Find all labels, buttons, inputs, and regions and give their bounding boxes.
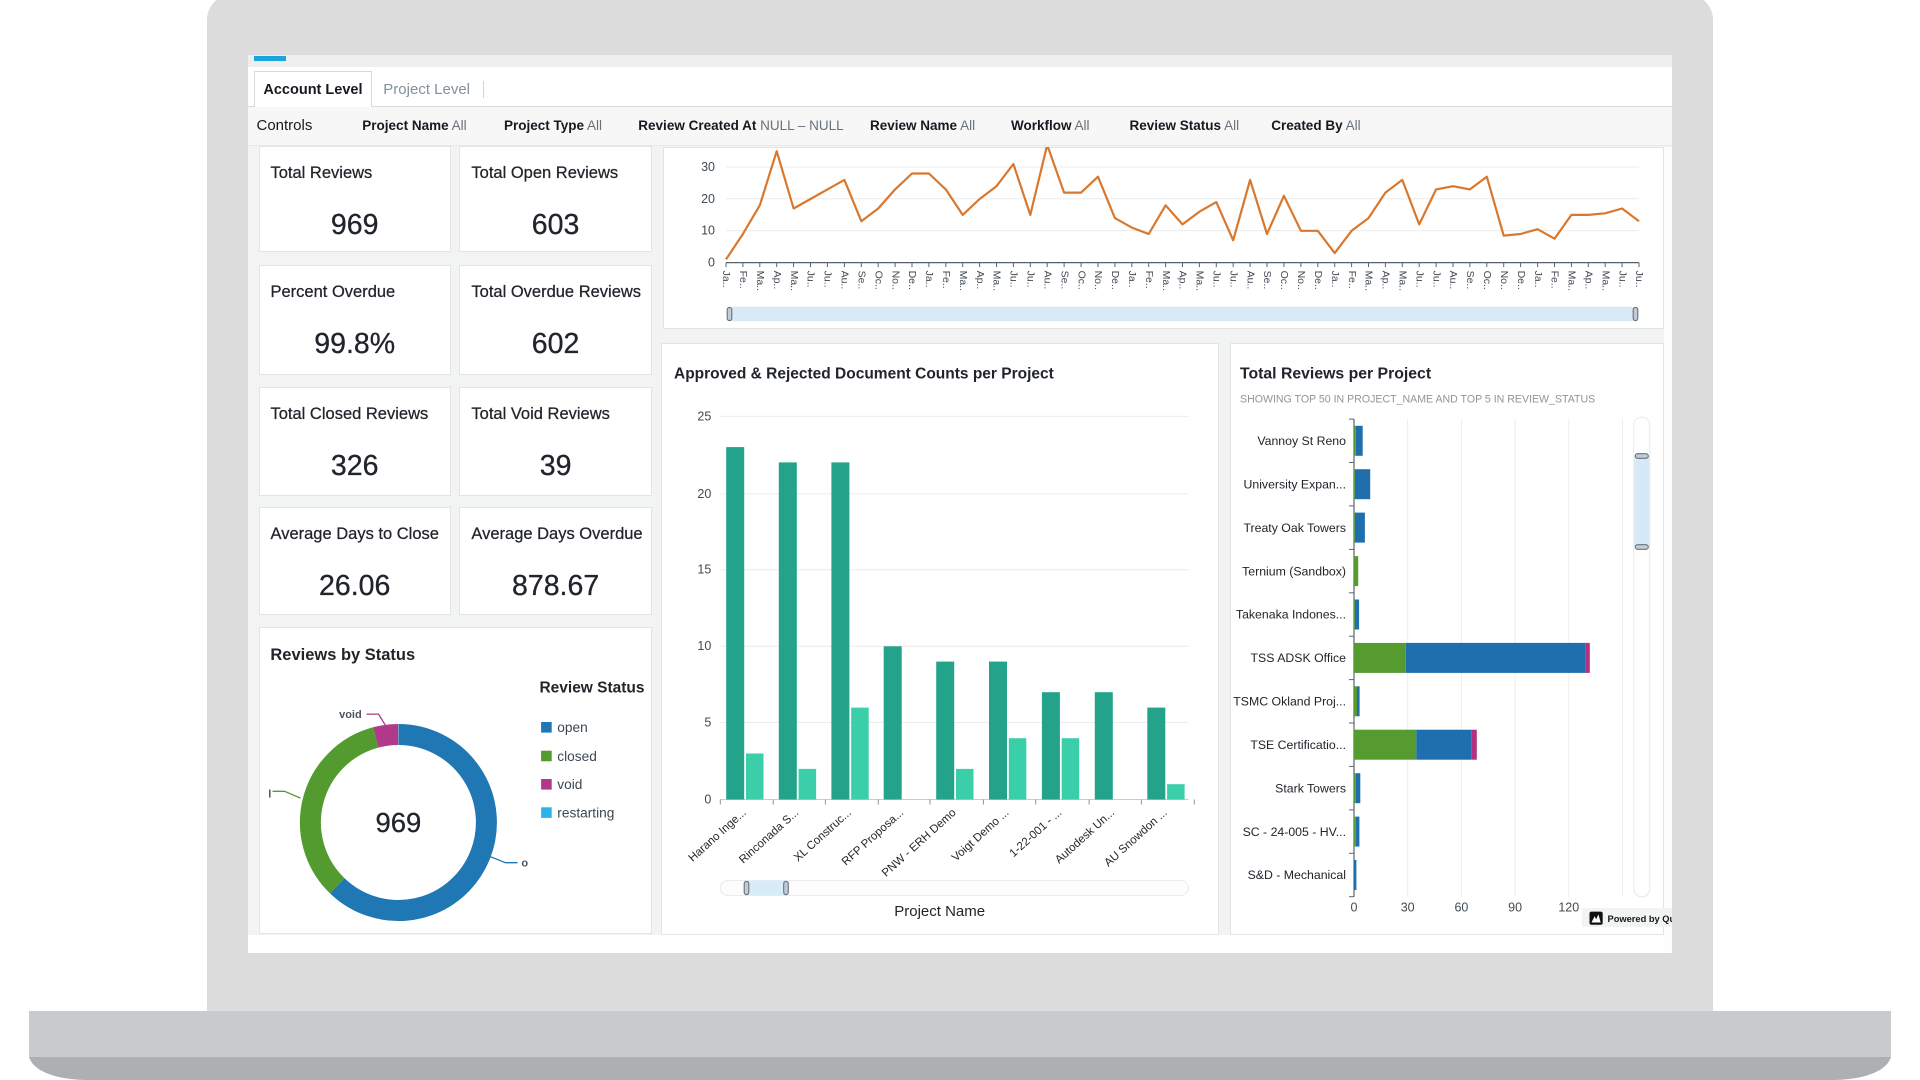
- svg-text:Ma..: Ma..: [1599, 270, 1611, 290]
- svg-text:void: void: [557, 777, 582, 792]
- svg-text:Ju..: Ju..: [1633, 270, 1645, 287]
- svg-text:Reviews by Status: Reviews by Status: [270, 646, 415, 664]
- svg-text:0: 0: [704, 793, 711, 807]
- svg-text:Ma..: Ma..: [957, 270, 969, 290]
- svg-text:Ja..: Ja..: [1532, 270, 1544, 287]
- svg-text:60: 60: [1454, 901, 1468, 915]
- svg-text:Ma..: Ma..: [1194, 270, 1206, 290]
- svg-text:Ju..: Ju..: [1413, 270, 1425, 287]
- svg-text:Au..: Au..: [1041, 270, 1053, 289]
- svg-text:Fe..: Fe..: [1143, 270, 1155, 288]
- svg-text:Ju..: Ju..: [1616, 270, 1628, 287]
- svg-text:De..: De..: [1312, 270, 1324, 289]
- svg-text:Ja..: Ja..: [923, 270, 935, 287]
- svg-text:10: 10: [697, 639, 711, 653]
- svg-text:Ap..: Ap..: [771, 270, 783, 289]
- svg-text:Stark Towers: Stark Towers: [1275, 781, 1346, 795]
- svg-text:Powered by Qu: Powered by Qu: [1607, 913, 1672, 923]
- svg-text:SC - 24-005 - HV...: SC - 24-005 - HV...: [1242, 825, 1345, 839]
- svg-text:open: open: [557, 720, 587, 735]
- svg-text:void: void: [339, 709, 362, 721]
- svg-text:Au..: Au..: [1244, 270, 1256, 289]
- svg-text:Project Name: Project Name: [894, 903, 985, 920]
- svg-text:Ap..: Ap..: [1583, 270, 1595, 289]
- svg-text:restarting: restarting: [557, 805, 614, 820]
- svg-text:Vannoy St Reno: Vannoy St Reno: [1257, 434, 1346, 448]
- svg-text:25: 25: [697, 409, 711, 423]
- svg-text:Fe..: Fe..: [737, 270, 749, 288]
- svg-text:Takenaka Indones...: Takenaka Indones...: [1236, 608, 1346, 622]
- svg-text:5: 5: [704, 716, 711, 730]
- svg-text:Oc..: Oc..: [1075, 270, 1087, 289]
- svg-text:Ap..: Ap..: [974, 270, 986, 289]
- svg-text:10: 10: [701, 223, 715, 237]
- svg-text:Ap..: Ap..: [1177, 270, 1189, 289]
- svg-text:closed: closed: [557, 748, 597, 763]
- svg-text:Au..: Au..: [1447, 270, 1459, 289]
- svg-text:Ju..: Ju..: [805, 270, 817, 287]
- svg-text:Ma..: Ma..: [1397, 270, 1409, 290]
- svg-text:30: 30: [701, 160, 715, 174]
- svg-text:Oc..: Oc..: [1278, 270, 1290, 289]
- svg-text:No..: No..: [1092, 270, 1104, 289]
- svg-text:Voigt Demo ...: Voigt Demo ...: [950, 807, 1012, 864]
- svg-text:20: 20: [697, 487, 711, 501]
- svg-text:Ju..: Ju..: [822, 270, 834, 287]
- svg-text:Ju..: Ju..: [1227, 270, 1239, 287]
- svg-text:0: 0: [708, 255, 715, 269]
- svg-text:Ap..: Ap..: [1380, 270, 1392, 289]
- svg-text:Se..: Se..: [1261, 270, 1273, 289]
- svg-text:Review Status: Review Status: [539, 679, 644, 696]
- svg-text:20: 20: [701, 191, 715, 205]
- svg-text:Ma..: Ma..: [991, 270, 1003, 290]
- svg-text:o: o: [521, 857, 528, 869]
- svg-text:Au..: Au..: [839, 270, 851, 289]
- svg-text:De..: De..: [906, 270, 918, 289]
- svg-text:TSMC Okland Proj...: TSMC Okland Proj...: [1233, 695, 1346, 709]
- svg-text:Oc..: Oc..: [872, 270, 884, 289]
- svg-text:Fe..: Fe..: [1346, 270, 1358, 288]
- svg-text:TSS ADSK Office: TSS ADSK Office: [1250, 651, 1346, 665]
- svg-text:Ja..: Ja..: [1329, 270, 1341, 287]
- svg-text:Ma..: Ma..: [1160, 270, 1172, 290]
- svg-text:Ma..: Ma..: [754, 270, 766, 290]
- svg-text:S&D - Mechanical: S&D - Mechanical: [1247, 868, 1345, 882]
- svg-text:Se..: Se..: [1058, 270, 1070, 289]
- svg-text:969: 969: [375, 807, 421, 838]
- svg-text:Ternium (Sandbox): Ternium (Sandbox): [1242, 564, 1346, 578]
- svg-text:Fe..: Fe..: [940, 270, 952, 288]
- svg-text:Ja..: Ja..: [720, 270, 732, 287]
- svg-text:De..: De..: [1109, 270, 1121, 289]
- svg-text:15: 15: [697, 563, 711, 577]
- svg-text:l: l: [268, 788, 271, 800]
- svg-text:No..: No..: [1498, 270, 1510, 289]
- svg-text:0: 0: [1350, 901, 1357, 915]
- svg-text:Se..: Se..: [1464, 270, 1476, 289]
- svg-text:Treaty Oak Towers: Treaty Oak Towers: [1243, 521, 1346, 535]
- svg-text:No..: No..: [889, 270, 901, 289]
- svg-text:Ju..: Ju..: [1211, 270, 1223, 287]
- svg-text:Total Reviews per Project: Total Reviews per Project: [1240, 366, 1432, 383]
- svg-text:Ja..: Ja..: [1126, 270, 1138, 287]
- svg-text:SHOWING TOP 50 IN PROJECT_NAME: SHOWING TOP 50 IN PROJECT_NAME AND TOP 5…: [1240, 394, 1595, 406]
- svg-text:De..: De..: [1515, 270, 1527, 289]
- svg-text:No..: No..: [1295, 270, 1307, 289]
- svg-text:Se..: Se..: [856, 270, 868, 289]
- svg-text:Ju..: Ju..: [1008, 270, 1020, 287]
- svg-text:Ma..: Ma..: [1363, 270, 1375, 290]
- svg-text:Ju..: Ju..: [1025, 270, 1037, 287]
- svg-text:1-22-001 - ...: 1-22-001 - ...: [1007, 807, 1064, 860]
- svg-text:Oc..: Oc..: [1481, 270, 1493, 289]
- svg-text:Ju..: Ju..: [1430, 270, 1442, 287]
- svg-text:TSE Certificatio...: TSE Certificatio...: [1250, 738, 1346, 752]
- svg-text:Ma..: Ma..: [1566, 270, 1578, 290]
- svg-text:90: 90: [1508, 901, 1522, 915]
- svg-text:University Expan...: University Expan...: [1243, 477, 1346, 491]
- svg-text:Approved & Rejected Document C: Approved & Rejected Document Counts per …: [674, 366, 1054, 383]
- svg-text:Ma..: Ma..: [788, 270, 800, 290]
- svg-text:120: 120: [1558, 901, 1579, 915]
- svg-text:Fe..: Fe..: [1549, 270, 1561, 288]
- svg-text:30: 30: [1400, 901, 1414, 915]
